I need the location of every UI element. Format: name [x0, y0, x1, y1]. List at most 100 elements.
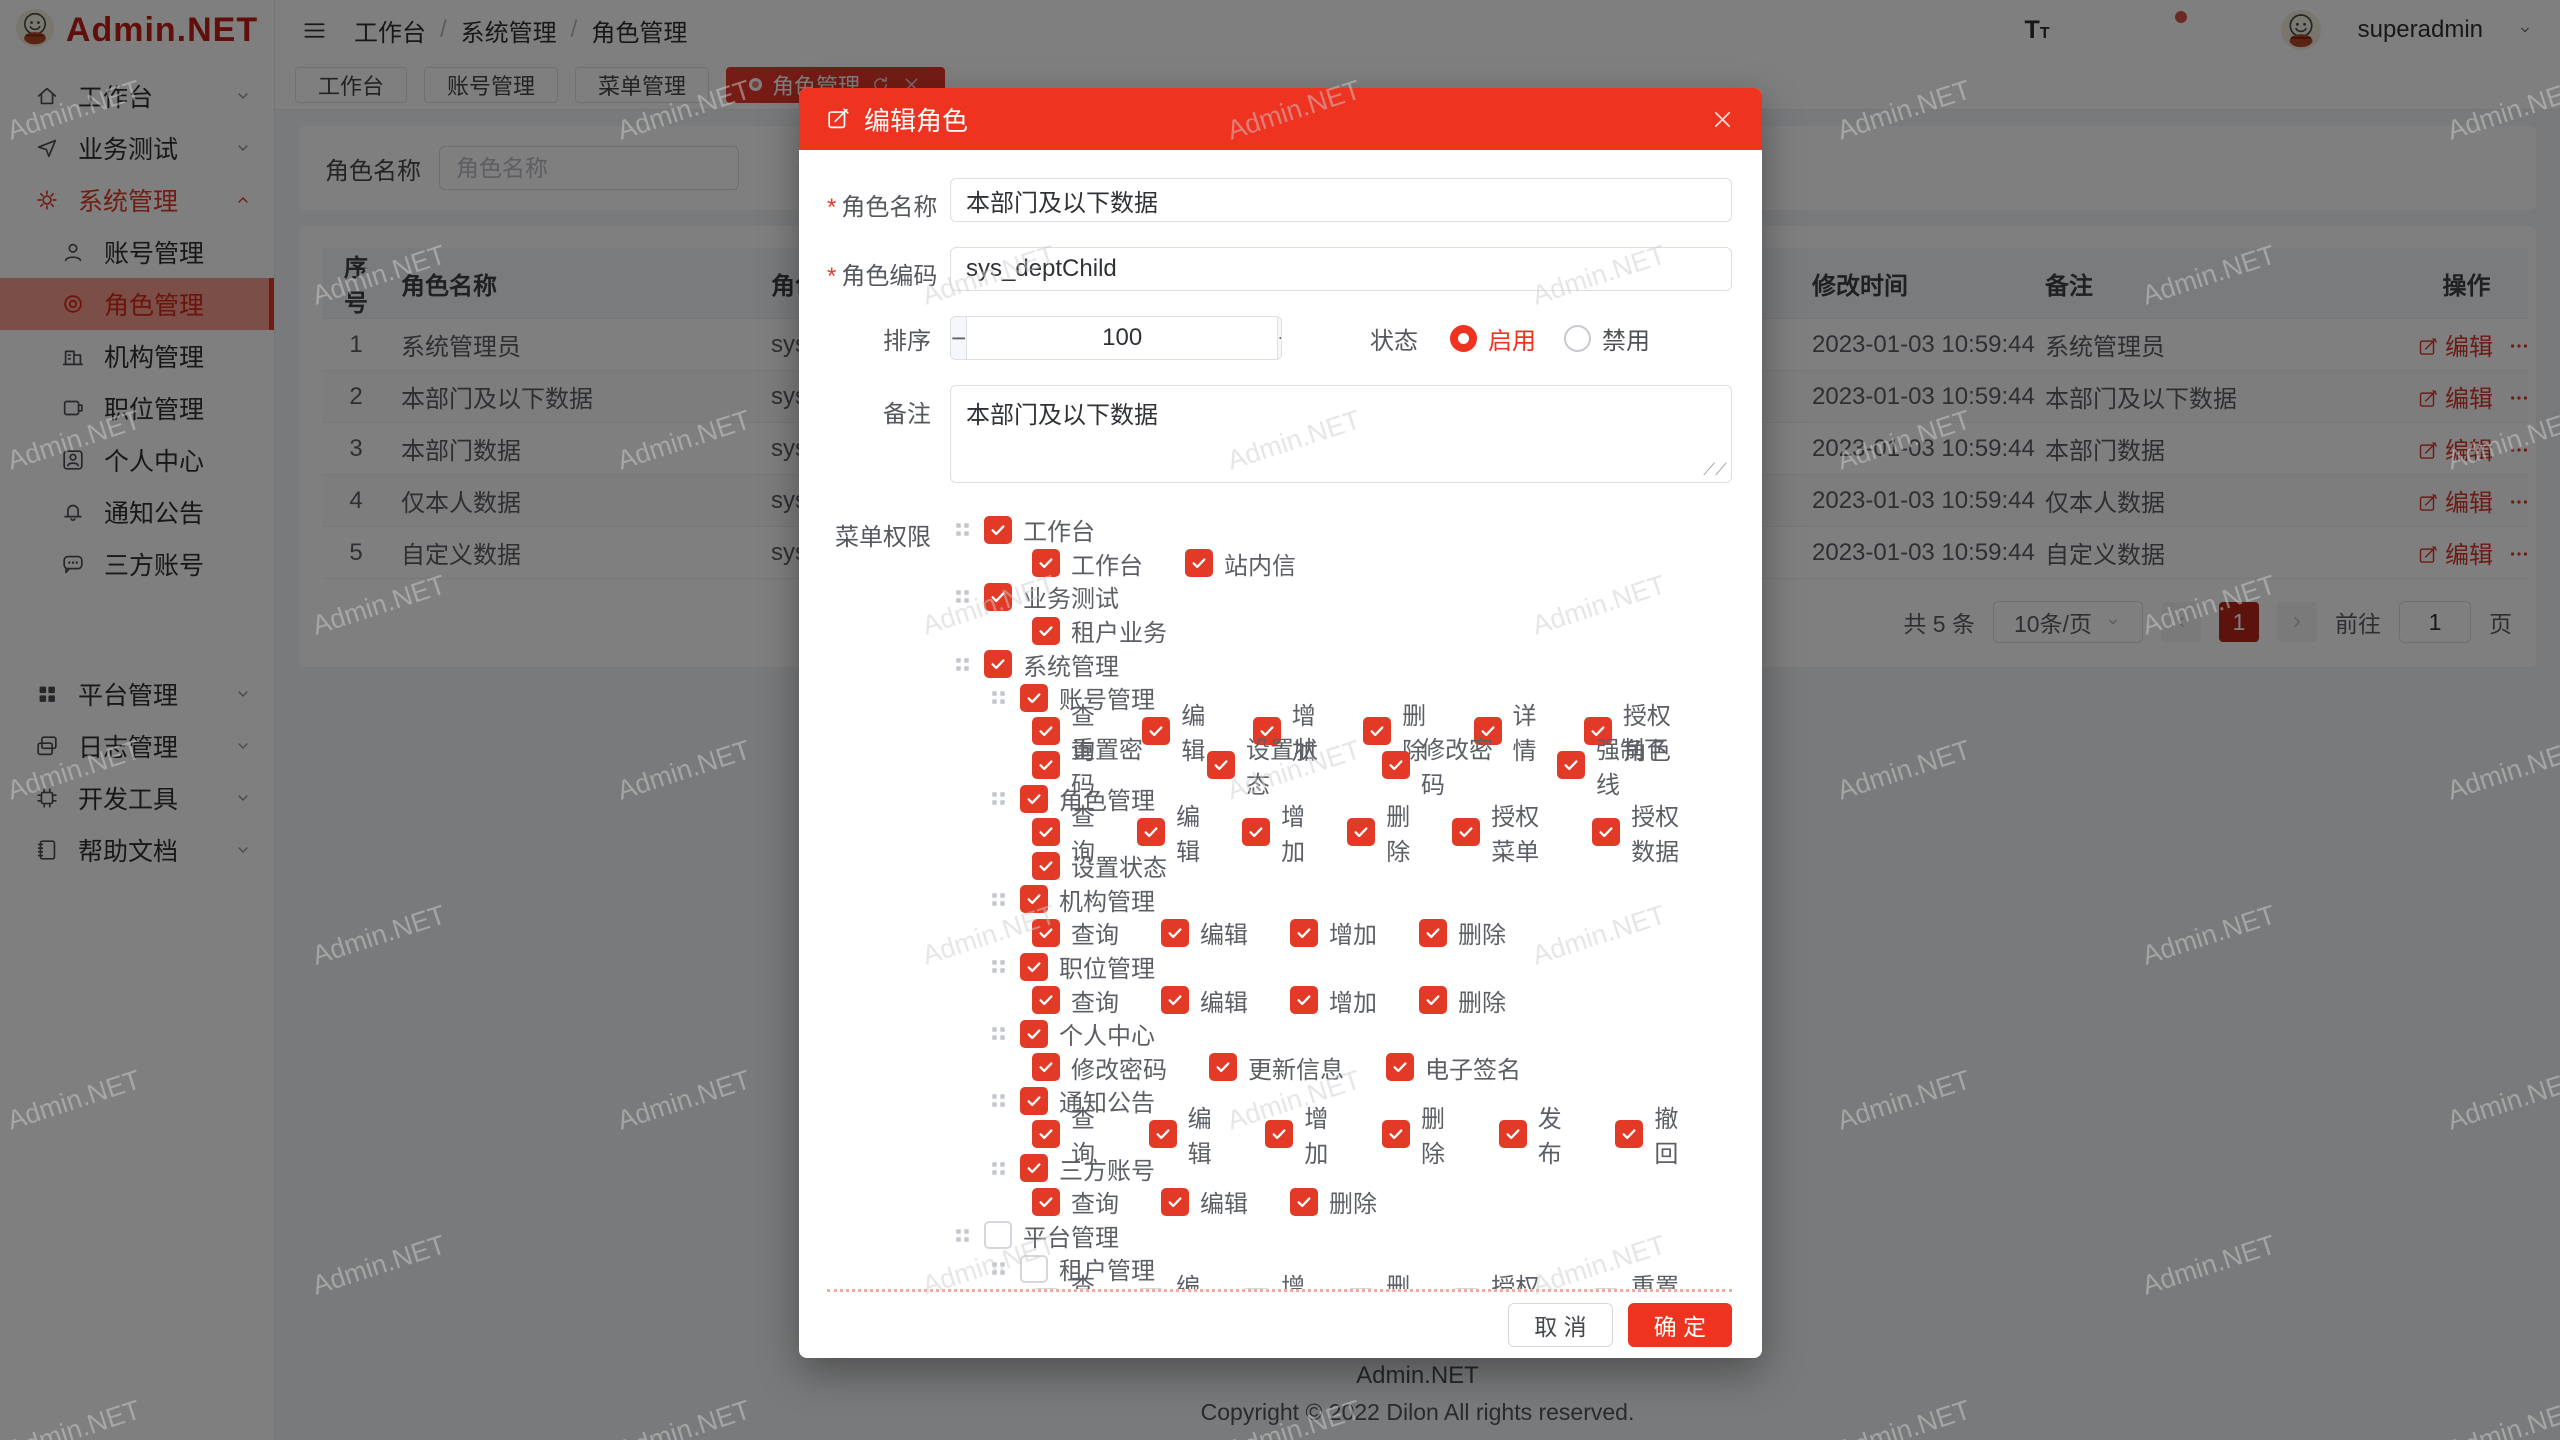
tree-action: 编辑: [1161, 915, 1248, 950]
tree-action: 增加: [1265, 1099, 1340, 1169]
checkbox-checked[interactable]: [1020, 784, 1048, 813]
checkbox-checked[interactable]: [1032, 1187, 1060, 1216]
remark-textarea[interactable]: 本部门及以下数据: [950, 385, 1732, 483]
tree-action: 修改密码: [1382, 730, 1515, 800]
drag-handle-icon[interactable]: [950, 517, 975, 542]
checkbox-checked[interactable]: [1032, 986, 1060, 1015]
checkbox-checked[interactable]: [1209, 1053, 1237, 1082]
tree-action: 删除: [1347, 797, 1410, 867]
drag-handle-icon[interactable]: [986, 1021, 1011, 1046]
cancel-button[interactable]: 取 消: [1508, 1303, 1613, 1347]
checkbox-checked[interactable]: [1020, 1154, 1048, 1183]
confirm-button[interactable]: 确 定: [1627, 1303, 1732, 1347]
drag-handle-icon[interactable]: [950, 652, 975, 677]
role-code-input[interactable]: [950, 247, 1732, 291]
checkbox-checked[interactable]: [1557, 750, 1585, 779]
tree-action: 授权菜单: [1452, 1267, 1550, 1289]
close-icon[interactable]: [1709, 106, 1736, 133]
checkbox-checked[interactable]: [1207, 750, 1235, 779]
checkbox-checked[interactable]: [1020, 885, 1048, 914]
drag-handle-icon[interactable]: [986, 1156, 1011, 1181]
checkbox-checked[interactable]: [1142, 717, 1171, 746]
checkbox-checked[interactable]: [1161, 986, 1189, 1015]
checkbox-checked[interactable]: [1452, 818, 1481, 847]
checkbox-checked[interactable]: [1419, 986, 1447, 1015]
checkbox-checked[interactable]: [1386, 1053, 1414, 1082]
checkbox-checked[interactable]: [1032, 717, 1060, 746]
drag-handle-icon[interactable]: [986, 954, 1011, 979]
tree-action: 重置密码: [1032, 730, 1165, 800]
drag-handle-icon[interactable]: [950, 584, 975, 609]
tree-action: 编辑: [1148, 1099, 1224, 1169]
checkbox-checked[interactable]: [1020, 952, 1048, 981]
tree-action: 设置状态: [1032, 848, 1167, 883]
decrease-button[interactable]: −: [951, 317, 968, 359]
increase-button[interactable]: +: [1277, 317, 1281, 359]
tree-action: 增加: [1242, 797, 1305, 867]
radio-unselected-icon: [1564, 324, 1591, 352]
tree-action-row: 查询 编辑 增加 删除: [950, 983, 1732, 1017]
checkbox-checked[interactable]: [984, 515, 1012, 544]
tree-action: 编辑: [1137, 797, 1200, 867]
checkbox-checked[interactable]: [984, 650, 1012, 679]
checkbox-checked[interactable]: [1252, 717, 1281, 746]
tree-action: 编辑: [1161, 983, 1248, 1018]
drag-handle-icon[interactable]: [986, 786, 1011, 811]
checkbox-checked[interactable]: [1242, 818, 1271, 847]
checkbox-checked[interactable]: [1498, 1120, 1527, 1149]
drag-handle-icon[interactable]: [986, 1256, 1011, 1281]
checkbox-checked[interactable]: [1185, 549, 1213, 578]
dialog-body: 角色名称 角色编码 排序 − + 状态 启用 禁用: [799, 150, 1762, 1292]
checkbox-checked[interactable]: [1265, 1120, 1294, 1149]
tree-node: 平台管理: [950, 1218, 1732, 1252]
drag-handle-icon[interactable]: [950, 1223, 975, 1248]
checkbox-checked[interactable]: [1382, 1120, 1411, 1149]
status-radio-enabled[interactable]: 启用: [1450, 321, 1536, 356]
checkbox-checked[interactable]: [1419, 918, 1447, 947]
sort-input[interactable]: [967, 317, 1278, 359]
tree-action-row: 修改密码 更新信息 电子签名: [950, 1051, 1732, 1085]
role-name-input[interactable]: [950, 178, 1732, 222]
tree-action: 查询: [1032, 1184, 1119, 1219]
checkbox-checked[interactable]: [1020, 683, 1048, 712]
checkbox-checked[interactable]: [1290, 1187, 1318, 1216]
status-radio-disabled[interactable]: 禁用: [1564, 321, 1650, 356]
drag-handle-icon[interactable]: [986, 685, 1011, 710]
tree-node: 租户管理: [950, 1252, 1732, 1286]
checkbox-checked[interactable]: [1473, 717, 1502, 746]
checkbox-unchecked[interactable]: [1020, 1254, 1048, 1283]
tree-action-row: 重置密码 设置状态 修改密码 强制下线: [950, 737, 1732, 799]
checkbox-checked[interactable]: [1020, 1086, 1048, 1115]
checkbox-checked[interactable]: [1032, 750, 1060, 779]
checkbox-checked[interactable]: [1032, 851, 1060, 880]
checkbox-checked[interactable]: [1032, 918, 1060, 947]
checkbox-checked[interactable]: [1382, 750, 1410, 779]
checkbox-checked[interactable]: [1161, 918, 1189, 947]
checkbox-checked[interactable]: [1032, 818, 1060, 847]
checkbox-checked[interactable]: [1615, 1120, 1644, 1149]
checkbox-checked[interactable]: [1137, 818, 1166, 847]
checkbox-checked[interactable]: [1347, 818, 1376, 847]
dialog-header: 编辑角色: [799, 88, 1762, 150]
checkbox-checked[interactable]: [1020, 1019, 1048, 1048]
checkbox-unchecked[interactable]: [984, 1221, 1012, 1250]
tree-action: 工作台: [1032, 546, 1143, 581]
checkbox-checked[interactable]: [1592, 818, 1621, 847]
checkbox-checked[interactable]: [1032, 1120, 1060, 1149]
tree-node: 账号管理: [950, 681, 1732, 715]
tree-node: 系统管理: [950, 647, 1732, 681]
checkbox-checked[interactable]: [1290, 918, 1318, 947]
drag-handle-icon[interactable]: [986, 887, 1011, 912]
checkbox-checked[interactable]: [1032, 549, 1060, 578]
checkbox-checked[interactable]: [1161, 1187, 1189, 1216]
checkbox-checked[interactable]: [1583, 717, 1612, 746]
checkbox-checked[interactable]: [984, 582, 1012, 611]
tree-node: 角色管理: [950, 782, 1732, 816]
resize-grip-icon[interactable]: ⟋⟋: [1703, 460, 1727, 479]
drag-handle-icon[interactable]: [986, 1088, 1011, 1113]
checkbox-checked[interactable]: [1032, 616, 1060, 645]
checkbox-checked[interactable]: [1363, 717, 1392, 746]
checkbox-checked[interactable]: [1290, 986, 1318, 1015]
checkbox-checked[interactable]: [1032, 1053, 1060, 1082]
checkbox-checked[interactable]: [1148, 1120, 1177, 1149]
